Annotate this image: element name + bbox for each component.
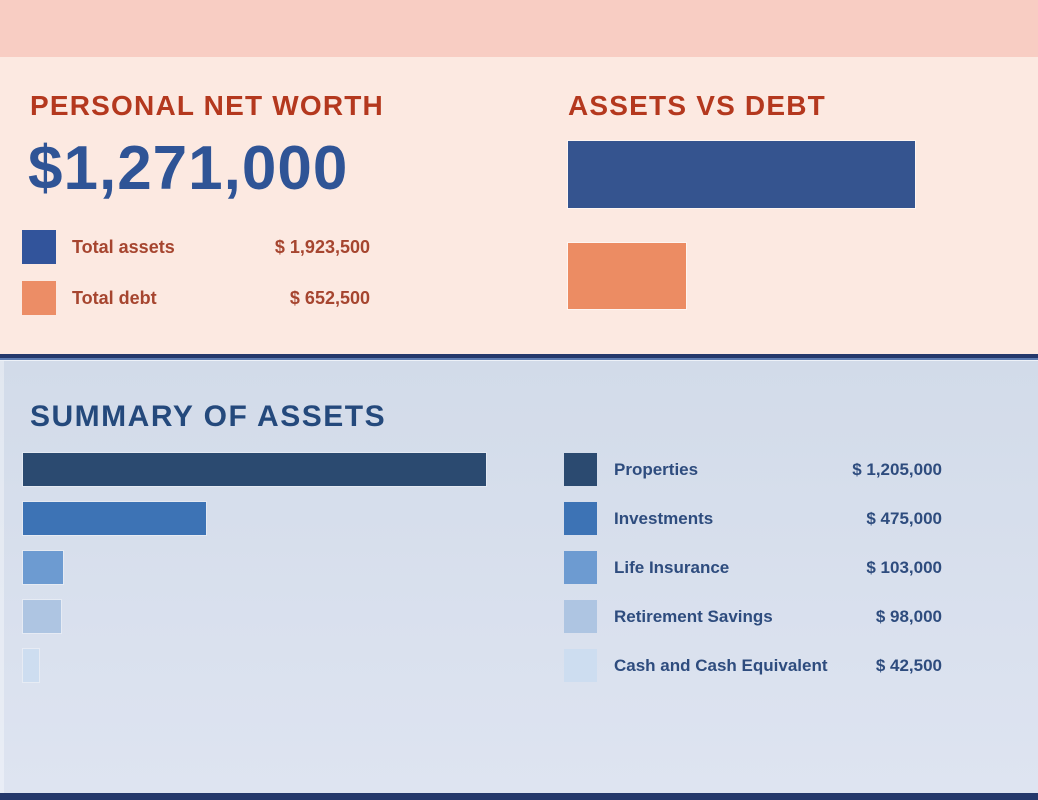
legend-label: Total debt bbox=[72, 287, 157, 308]
bar-retirement-savings bbox=[23, 600, 61, 633]
bar-life-insurance bbox=[23, 551, 63, 584]
legend-swatch-investments bbox=[564, 502, 597, 535]
legend-item-total-debt: Total debt $ 652,500 bbox=[22, 281, 370, 315]
bottom-accent-strip bbox=[0, 793, 1038, 800]
legend-swatch-cash-and-cash-equivalent bbox=[564, 649, 597, 682]
legend-value: $ 1,205,000 bbox=[852, 459, 942, 479]
legend-item-cash-and-cash-equivalent: Cash and Cash Equivalent $ 42,500 bbox=[564, 649, 942, 682]
legend-label: Total assets bbox=[72, 236, 175, 257]
net-worth-legend: Total assets $ 1,923,500 Total debt $ 652,5… bbox=[22, 230, 370, 350]
legend-value: $ 475,000 bbox=[866, 508, 942, 528]
legend-item-life-insurance: Life Insurance $ 103,000 bbox=[564, 551, 942, 584]
legend-label: Retirement Savings bbox=[614, 606, 773, 626]
net-worth-title: PERSONAL NET WORTH bbox=[30, 90, 384, 121]
legend-value: $ 98,000 bbox=[875, 606, 942, 626]
legend-swatch-properties bbox=[564, 453, 597, 486]
assets-vs-debt-title: ASSETS VS DEBT bbox=[568, 90, 826, 121]
bar-total-assets bbox=[568, 141, 915, 208]
legend-item-retirement-savings: Retirement Savings $ 98,000 bbox=[564, 600, 942, 633]
bar-total-debt bbox=[568, 243, 686, 309]
legend-swatch-retirement-savings bbox=[564, 600, 597, 633]
summary-section bbox=[0, 361, 1038, 793]
legend-item-investments: Investments $ 475,000 bbox=[564, 502, 942, 535]
top-accent-strip bbox=[0, 0, 1038, 57]
legend-swatch-total-debt bbox=[22, 281, 56, 315]
net-worth-amount: $1,271,000 bbox=[28, 134, 349, 203]
summary-of-assets-bar-chart bbox=[23, 453, 486, 682]
legend-value: $ 652,500 bbox=[289, 287, 370, 308]
legend-label: Life Insurance bbox=[614, 557, 730, 577]
legend-swatch-total-assets bbox=[22, 230, 56, 264]
legend-label: Investments bbox=[614, 508, 714, 528]
legend-item-total-assets: Total assets $ 1,923,500 bbox=[22, 230, 370, 264]
legend-value: $ 42,500 bbox=[875, 655, 942, 675]
bar-properties bbox=[23, 453, 486, 486]
legend-value: $ 103,000 bbox=[866, 557, 942, 577]
legend-label: Cash and Cash Equivalent bbox=[614, 655, 828, 675]
bar-investments bbox=[23, 502, 206, 535]
assets-vs-debt-chart bbox=[568, 141, 915, 309]
summary-of-assets-legend: Properties $ 1,205,000 Investments $ 475,00… bbox=[564, 453, 942, 682]
bar-cash-and-cash-equivalent bbox=[23, 649, 39, 682]
legend-value: $ 1,923,500 bbox=[274, 236, 370, 257]
legend-label: Properties bbox=[614, 459, 699, 479]
section-divider bbox=[0, 354, 1038, 361]
legend-swatch-life-insurance bbox=[564, 551, 597, 584]
legend-item-properties: Properties $ 1,205,000 bbox=[564, 453, 942, 486]
summary-of-assets-title: SUMMARY OF ASSETS bbox=[30, 400, 387, 433]
